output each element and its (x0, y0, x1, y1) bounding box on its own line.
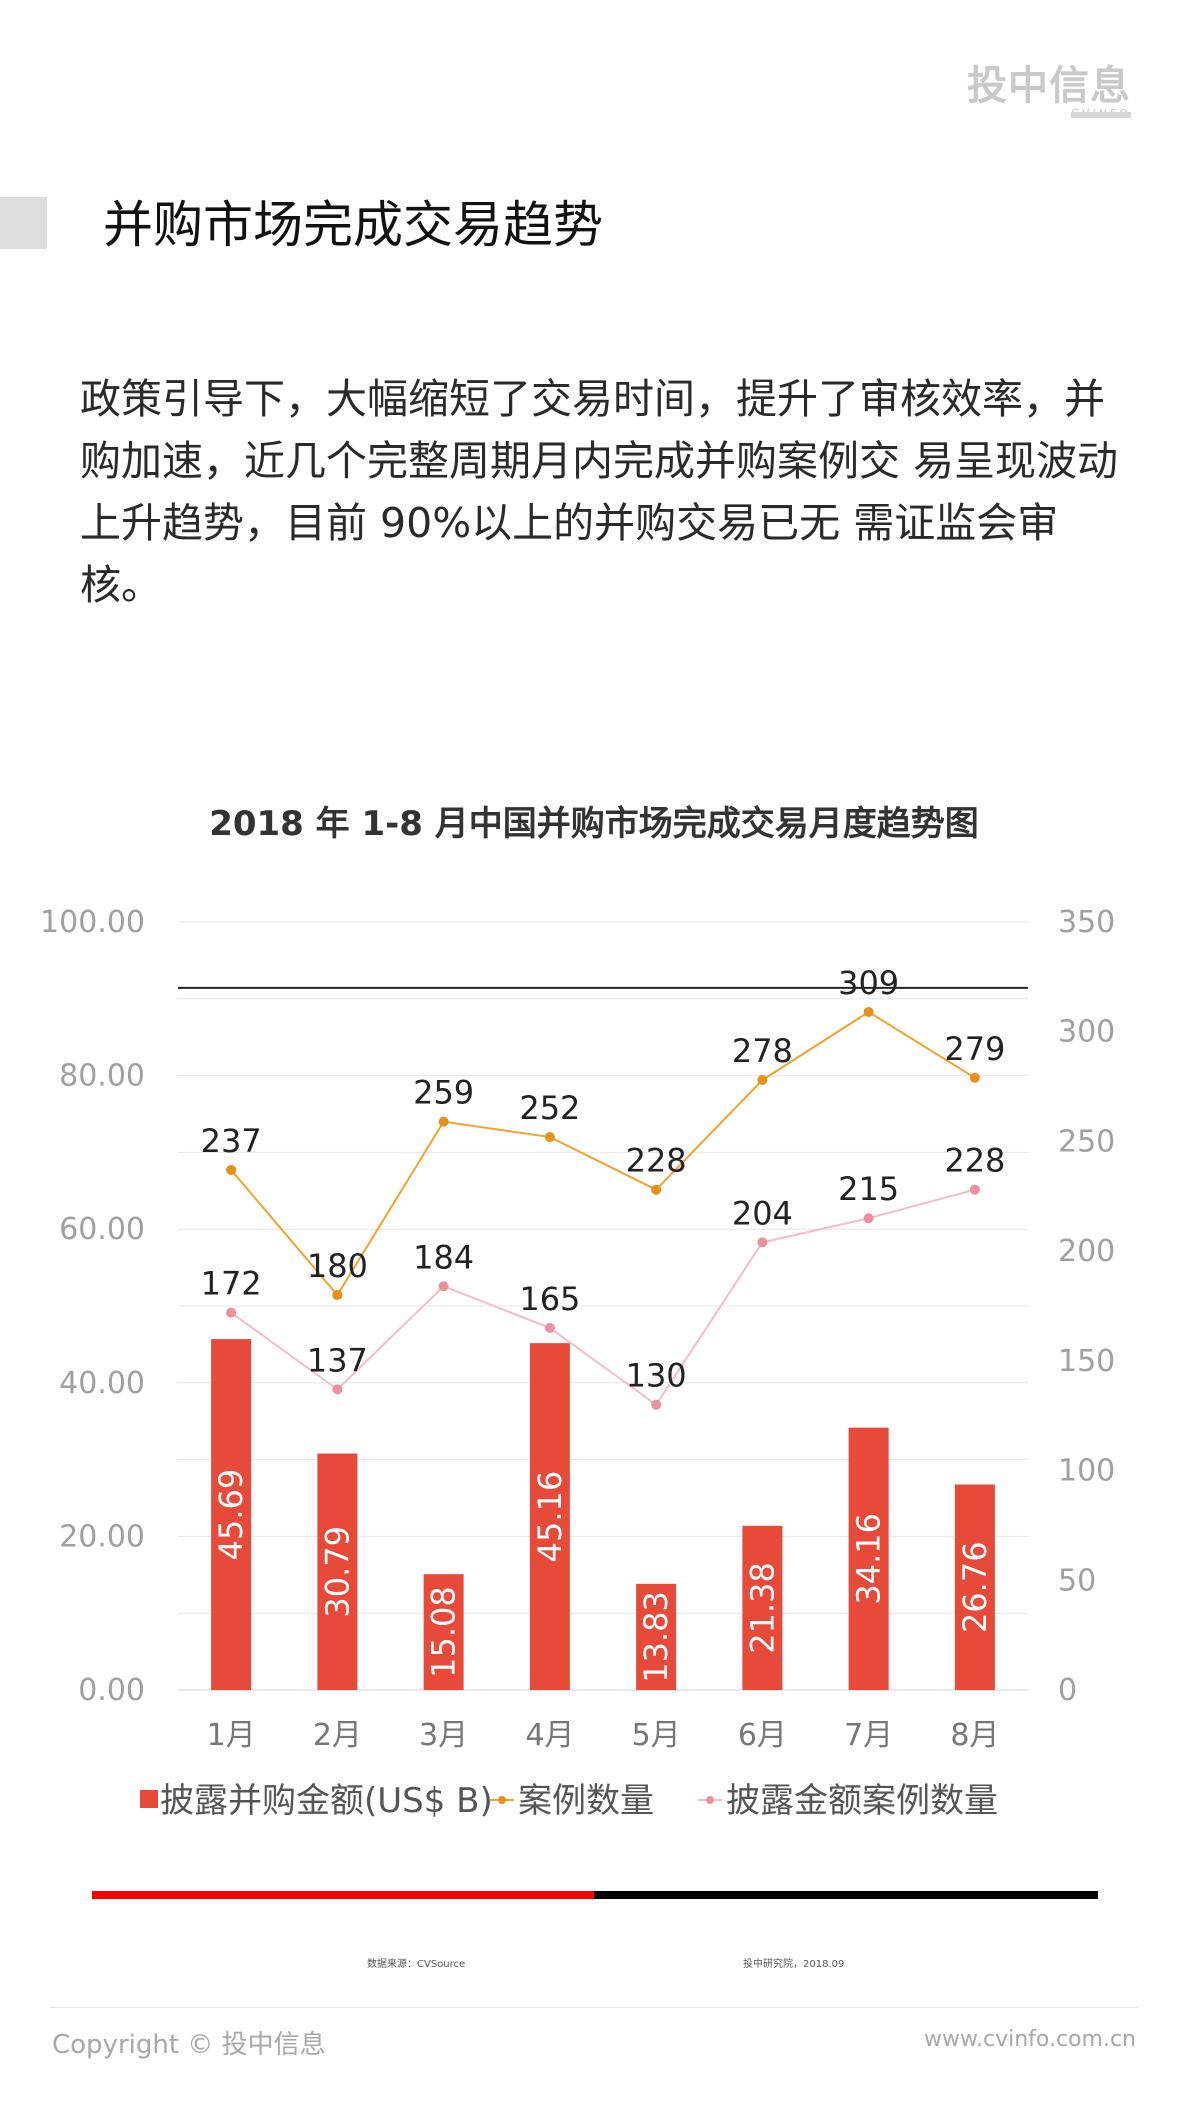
disclosed-count-label: 204 (732, 1194, 793, 1232)
line-point (969, 1184, 980, 1195)
disclosed-count-label: 130 (626, 1357, 687, 1395)
line-point (438, 1281, 449, 1292)
chart-title: 2018 年 1-8 月中国并购市场完成交易月度趋势图 (209, 804, 979, 844)
title-accent-block (0, 197, 47, 249)
footer-divider (50, 2007, 1138, 2008)
case-count-label: 252 (519, 1089, 580, 1127)
case-count-label: 278 (732, 1032, 793, 1070)
y-left-tick-label: 40.00 (59, 1366, 145, 1401)
bar-data-label: 45.69 (212, 1469, 250, 1561)
disclosed-count-label: 215 (838, 1170, 899, 1208)
disclosed-count-label: 228 (944, 1142, 1005, 1180)
case-count-label: 237 (201, 1122, 262, 1160)
line-point (863, 1006, 874, 1017)
line-point (757, 1237, 768, 1248)
case-count-label: 309 (838, 964, 899, 1002)
accent-bar-red (92, 1891, 594, 1899)
line-point (651, 1184, 662, 1195)
y-left-tick-label: 100.00 (40, 905, 145, 940)
logo-underline (1071, 112, 1131, 118)
accent-bar-black (594, 1891, 1098, 1899)
bar (954, 1484, 995, 1690)
y-right-tick-label: 100 (1058, 1454, 1115, 1489)
source-note: 数据来源：CVSource (367, 1959, 466, 1970)
series-line (230, 1010, 976, 1297)
legend-label: 案例数量 (518, 1781, 654, 1821)
case-count-label: 279 (944, 1030, 1005, 1068)
legend-swatch-marker (498, 1796, 506, 1804)
brand-logo: 投中信息 CVINFO (967, 64, 1131, 121)
series-line (230, 1188, 976, 1407)
x-tick-label: 3月 (419, 1718, 468, 1753)
line-point (332, 1290, 343, 1301)
bar (848, 1427, 889, 1690)
intro-paragraph: 政策引导下，大幅缩短了交易时间，提升了审核效率，并购加速，近几个完整周期月内完成… (80, 375, 1119, 609)
case-count-label: 259 (413, 1074, 474, 1112)
y-right-tick-label: 50 (1058, 1563, 1096, 1598)
bar (423, 1574, 464, 1690)
bar-data-label: 13.83 (637, 1591, 675, 1683)
x-tick-label: 4月 (525, 1718, 574, 1753)
x-tick-label: 2月 (313, 1718, 362, 1753)
trend-chart: 2018 年 1-8 月中国并购市场完成交易月度趋势图 0.00 20.00 40.0… (0, 780, 1188, 1920)
bar-data-label: 30.79 (318, 1526, 356, 1618)
case-count-label: 228 (626, 1142, 687, 1180)
line-point (651, 1399, 662, 1410)
line-point (863, 1213, 874, 1224)
legend-label: 披露并购金额(US$ B) (160, 1781, 493, 1821)
line-point (969, 1072, 980, 1083)
bar-data-label: 21.38 (743, 1562, 781, 1654)
x-tick-label: 1月 (207, 1718, 256, 1753)
y-left-tick-label: 20.00 (59, 1519, 145, 1554)
copyright-text: Copyright © 投中信息 (52, 2030, 326, 2060)
bar (529, 1343, 570, 1690)
website-url: www.cvinfo.com.cn (924, 2027, 1136, 2052)
legend-label: 披露金额案例数量 (726, 1781, 998, 1821)
line-point (544, 1132, 555, 1143)
line-point (438, 1116, 449, 1127)
chart-canvas: 2018 年 1-8 月中国并购市场完成交易月度趋势图 0.00 20.00 40.0… (40, 804, 1115, 1899)
y-right-tick-label: 350 (1058, 905, 1115, 940)
disclosed-count-label: 165 (519, 1280, 580, 1318)
research-note: 投中研究院，2018.09 (743, 1959, 845, 1970)
line-point (332, 1384, 343, 1395)
bar (211, 1339, 252, 1690)
x-tick-label: 6月 (738, 1718, 787, 1753)
line-point (226, 1307, 237, 1318)
x-tick-label: 5月 (632, 1718, 681, 1753)
x-tick-label: 8月 (950, 1718, 999, 1753)
legend-swatch-marker (706, 1796, 714, 1804)
bar-data-label: 26.76 (956, 1541, 994, 1633)
disclosed-count-label: 172 (201, 1265, 262, 1303)
y-right-tick-label: 200 (1058, 1234, 1115, 1269)
disclosed-count-label: 137 (307, 1341, 368, 1379)
y-right-tick-label: 150 (1058, 1344, 1115, 1379)
y-right-tick-label: 250 (1058, 1124, 1115, 1159)
page-title: 并购市场完成交易趋势 (103, 196, 603, 254)
bar (742, 1525, 783, 1690)
y-right-tick-label: 300 (1058, 1015, 1115, 1050)
bar (317, 1453, 358, 1690)
y-left-tick-label: 0.00 (78, 1673, 145, 1708)
y-left-tick-label: 60.00 (59, 1212, 145, 1247)
y-right-tick-label: 0 (1058, 1673, 1077, 1708)
bar (636, 1583, 677, 1690)
case-count-label: 180 (307, 1247, 368, 1285)
line-point (757, 1074, 768, 1085)
line-point (226, 1164, 237, 1175)
line-point (544, 1322, 555, 1333)
legend-swatch-bar (140, 1790, 158, 1808)
bar-data-label: 15.08 (425, 1586, 463, 1678)
x-tick-label: 7月 (844, 1718, 893, 1753)
bar-data-label: 34.16 (850, 1513, 888, 1605)
bar-data-label: 45.16 (531, 1471, 569, 1563)
y-left-tick-label: 80.00 (59, 1059, 145, 1094)
logo-text: 投中信息 (967, 63, 1131, 109)
disclosed-count-label: 184 (413, 1238, 474, 1276)
